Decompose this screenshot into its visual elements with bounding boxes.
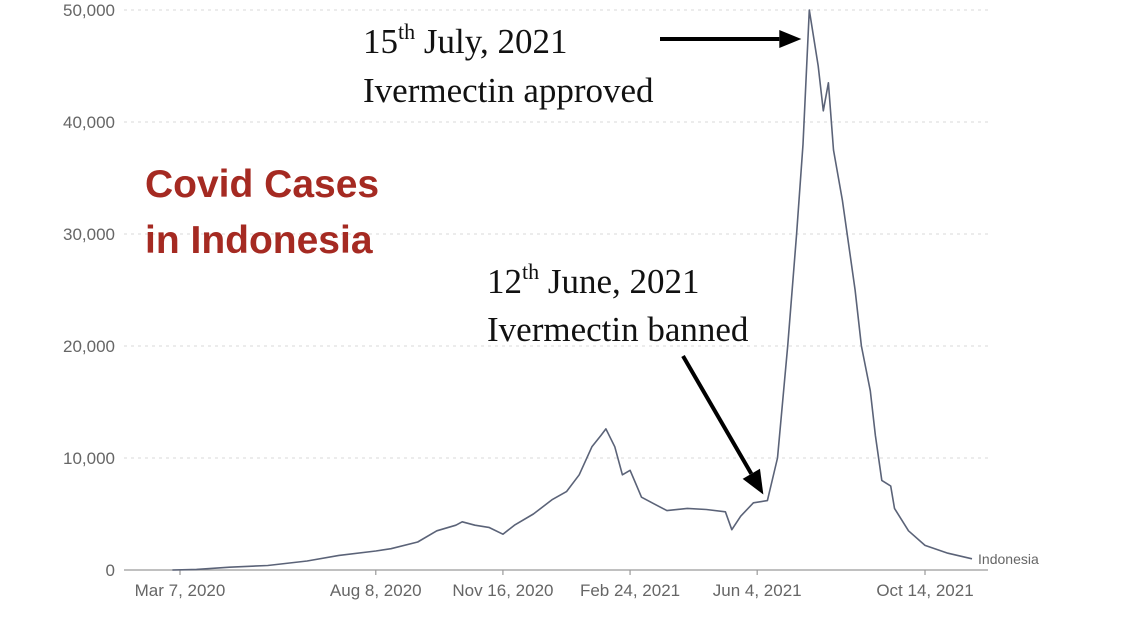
annotation-banned-arrow: [681, 354, 754, 475]
y-tick-label: 10,000: [63, 449, 115, 468]
series-label-indonesia: Indonesia: [978, 551, 1039, 567]
chart-title-line2: in Indonesia: [145, 219, 373, 262]
series-line-indonesia: [172, 9, 973, 571]
annotation-approved-text: Ivermectin approved: [363, 71, 654, 110]
grid-lines: [124, 9, 988, 571]
y-tick-label: 50,000: [63, 1, 115, 20]
x-tick-label: Jun 4, 2021: [713, 581, 802, 600]
x-tick-label: Nov 16, 2020: [452, 581, 553, 600]
x-tick-label: Aug 8, 2020: [330, 581, 422, 600]
y-tick-label: 40,000: [63, 113, 115, 132]
y-tick-label: 30,000: [63, 225, 115, 244]
x-tick-label: Mar 7, 2020: [135, 581, 226, 600]
y-tick-label: 20,000: [63, 337, 115, 356]
annotation-approved-date: 15th July, 2021: [363, 19, 567, 61]
annotation-banned-arrowhead: [742, 468, 764, 495]
x-axis-ticks: Mar 7, 2020 Aug 8, 2020 Nov 16, 2020 Feb 24…: [135, 570, 974, 600]
y-tick-label: 0: [106, 561, 115, 580]
x-tick-label: Feb 24, 2021: [580, 581, 680, 600]
y-axis-ticks: 0 10,000 20,000 30,000 40,000 50,000: [63, 1, 115, 580]
annotation-banned: 12th June, 2021 Ivermectin banned: [487, 259, 764, 495]
annotation-banned-date: 12th June, 2021: [487, 259, 700, 301]
annotation-approved: 15th July, 2021 Ivermectin approved: [363, 19, 802, 110]
annotation-approved-arrowhead: [779, 30, 802, 48]
chart-title-line1: Covid Cases: [145, 163, 379, 206]
x-tick-label: Oct 14, 2021: [876, 581, 973, 600]
annotation-banned-text: Ivermectin banned: [487, 310, 749, 349]
